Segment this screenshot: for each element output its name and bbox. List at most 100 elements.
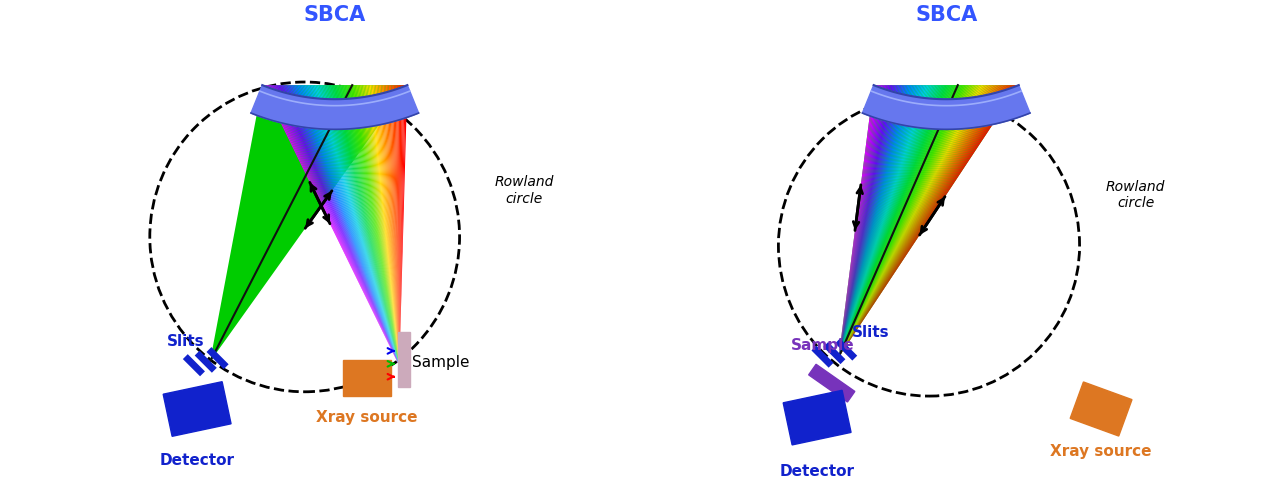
Text: Slits: Slits bbox=[852, 324, 889, 339]
Polygon shape bbox=[839, 86, 986, 358]
Polygon shape bbox=[210, 86, 407, 362]
Polygon shape bbox=[839, 86, 974, 358]
Polygon shape bbox=[839, 86, 920, 358]
Polygon shape bbox=[839, 86, 921, 358]
Polygon shape bbox=[375, 86, 400, 366]
Polygon shape bbox=[322, 86, 400, 366]
Polygon shape bbox=[329, 86, 400, 366]
Polygon shape bbox=[839, 86, 976, 358]
Polygon shape bbox=[839, 86, 886, 358]
Polygon shape bbox=[839, 86, 971, 358]
Polygon shape bbox=[400, 86, 404, 366]
Polygon shape bbox=[839, 86, 885, 358]
Bar bbox=[398, 332, 410, 388]
Polygon shape bbox=[315, 86, 400, 366]
Polygon shape bbox=[400, 86, 401, 366]
Bar bbox=[808, 364, 854, 402]
Polygon shape bbox=[320, 86, 400, 366]
Polygon shape bbox=[272, 86, 400, 366]
Polygon shape bbox=[356, 86, 400, 366]
Text: SBCA: SBCA bbox=[915, 5, 977, 25]
Polygon shape bbox=[839, 86, 949, 358]
Polygon shape bbox=[839, 86, 945, 358]
Polygon shape bbox=[839, 86, 962, 358]
Polygon shape bbox=[361, 86, 400, 366]
Polygon shape bbox=[296, 86, 400, 366]
Polygon shape bbox=[355, 86, 400, 366]
Polygon shape bbox=[839, 86, 1012, 358]
Polygon shape bbox=[278, 86, 400, 366]
Polygon shape bbox=[293, 86, 400, 366]
Polygon shape bbox=[839, 86, 1007, 358]
Polygon shape bbox=[839, 86, 892, 358]
Polygon shape bbox=[338, 86, 400, 366]
Text: Sample: Sample bbox=[792, 337, 854, 352]
Polygon shape bbox=[300, 86, 400, 366]
Polygon shape bbox=[343, 86, 400, 366]
Polygon shape bbox=[388, 86, 400, 366]
Polygon shape bbox=[345, 86, 400, 366]
Polygon shape bbox=[839, 86, 951, 358]
Polygon shape bbox=[839, 86, 926, 358]
Polygon shape bbox=[306, 86, 400, 366]
Polygon shape bbox=[266, 86, 400, 366]
Text: Rowland
circle: Rowland circle bbox=[1106, 180, 1166, 210]
Polygon shape bbox=[839, 86, 1006, 358]
Polygon shape bbox=[400, 86, 406, 366]
Polygon shape bbox=[839, 86, 947, 358]
Polygon shape bbox=[839, 86, 961, 358]
Polygon shape bbox=[839, 86, 1018, 358]
Text: SBCA: SBCA bbox=[304, 5, 366, 25]
Polygon shape bbox=[268, 86, 400, 366]
Polygon shape bbox=[839, 86, 940, 358]
Polygon shape bbox=[839, 86, 975, 358]
Polygon shape bbox=[839, 86, 990, 358]
Polygon shape bbox=[364, 86, 400, 366]
Polygon shape bbox=[839, 86, 935, 358]
Polygon shape bbox=[839, 86, 908, 358]
Polygon shape bbox=[839, 86, 880, 358]
Polygon shape bbox=[288, 86, 400, 366]
Polygon shape bbox=[839, 86, 958, 358]
Polygon shape bbox=[839, 86, 907, 358]
Polygon shape bbox=[839, 86, 997, 358]
Polygon shape bbox=[352, 86, 400, 366]
Polygon shape bbox=[839, 86, 910, 358]
Polygon shape bbox=[839, 86, 952, 358]
Polygon shape bbox=[839, 86, 985, 358]
Polygon shape bbox=[382, 86, 400, 366]
Polygon shape bbox=[839, 86, 966, 358]
Polygon shape bbox=[393, 86, 400, 366]
Polygon shape bbox=[366, 86, 400, 366]
Polygon shape bbox=[839, 86, 913, 358]
Polygon shape bbox=[370, 86, 400, 366]
Polygon shape bbox=[378, 86, 400, 366]
Polygon shape bbox=[350, 86, 400, 366]
Polygon shape bbox=[839, 86, 895, 358]
Polygon shape bbox=[305, 86, 400, 366]
Polygon shape bbox=[324, 86, 400, 366]
Polygon shape bbox=[363, 86, 400, 366]
Polygon shape bbox=[295, 86, 400, 366]
Polygon shape bbox=[333, 86, 400, 366]
Polygon shape bbox=[839, 86, 1003, 358]
Polygon shape bbox=[862, 86, 1030, 130]
Polygon shape bbox=[310, 86, 400, 366]
Polygon shape bbox=[269, 86, 400, 366]
Polygon shape bbox=[839, 86, 1018, 358]
Polygon shape bbox=[839, 86, 979, 358]
Polygon shape bbox=[839, 86, 994, 358]
Polygon shape bbox=[839, 86, 995, 358]
Polygon shape bbox=[274, 86, 400, 366]
Polygon shape bbox=[395, 86, 400, 366]
Polygon shape bbox=[392, 86, 400, 366]
Polygon shape bbox=[839, 86, 965, 358]
Polygon shape bbox=[839, 86, 875, 358]
Bar bbox=[343, 360, 391, 396]
Polygon shape bbox=[839, 86, 942, 358]
Polygon shape bbox=[327, 86, 400, 366]
Polygon shape bbox=[318, 86, 400, 366]
Polygon shape bbox=[379, 86, 400, 366]
Polygon shape bbox=[839, 86, 902, 358]
Polygon shape bbox=[839, 86, 972, 358]
